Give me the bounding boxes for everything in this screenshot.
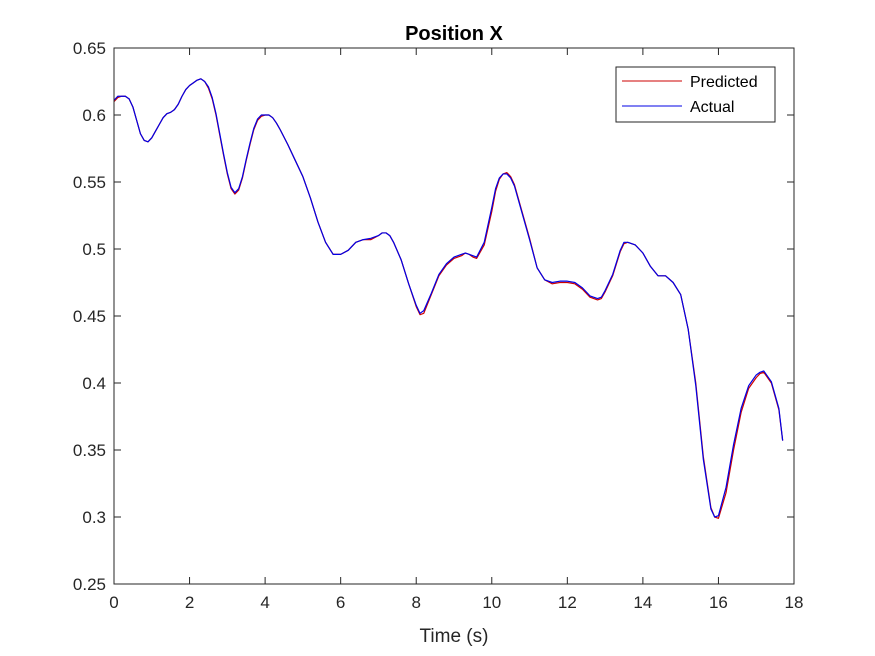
plot-background [114, 48, 794, 584]
x-tick-label: 12 [558, 593, 577, 612]
x-tick-label: 10 [482, 593, 501, 612]
legend: Predicted Actual [615, 66, 776, 123]
chart-title: Position X [405, 23, 503, 45]
y-tick-label: 0.4 [82, 374, 106, 393]
x-tick-label: 0 [109, 593, 118, 612]
series-layer [113, 78, 784, 519]
y-tick-label: 0.6 [82, 106, 106, 125]
y-tick-label: 0.55 [73, 173, 106, 192]
x-axis-label: Time (s) [420, 626, 489, 647]
y-tick-label: 0.25 [73, 575, 106, 594]
y-tick-label: 0.3 [82, 508, 106, 527]
y-tick-label: 0.65 [73, 39, 106, 58]
x-tick-label: 14 [633, 593, 652, 612]
x-tick-label: 2 [185, 593, 194, 612]
legend-label-predicted: Predicted [690, 74, 758, 91]
y-tick-label: 0.35 [73, 441, 106, 460]
x-tick-label: 8 [411, 593, 420, 612]
y-tick-label: 0.45 [73, 307, 106, 326]
legend-box [615, 66, 776, 123]
x-tick-label: 6 [336, 593, 345, 612]
axes-layer: 0 2 4 6 8 10 12 14 16 18 0.25 0.3 0.35 0.4 0.45 0.5 0.55… [73, 39, 804, 612]
x-tick-label: 18 [785, 593, 804, 612]
x-tick-label: 16 [709, 593, 728, 612]
legend-label-actual: Actual [690, 99, 734, 116]
y-tick-label: 0.5 [82, 240, 106, 259]
series-line-actual [113, 78, 784, 518]
x-tick-label: 4 [260, 593, 269, 612]
